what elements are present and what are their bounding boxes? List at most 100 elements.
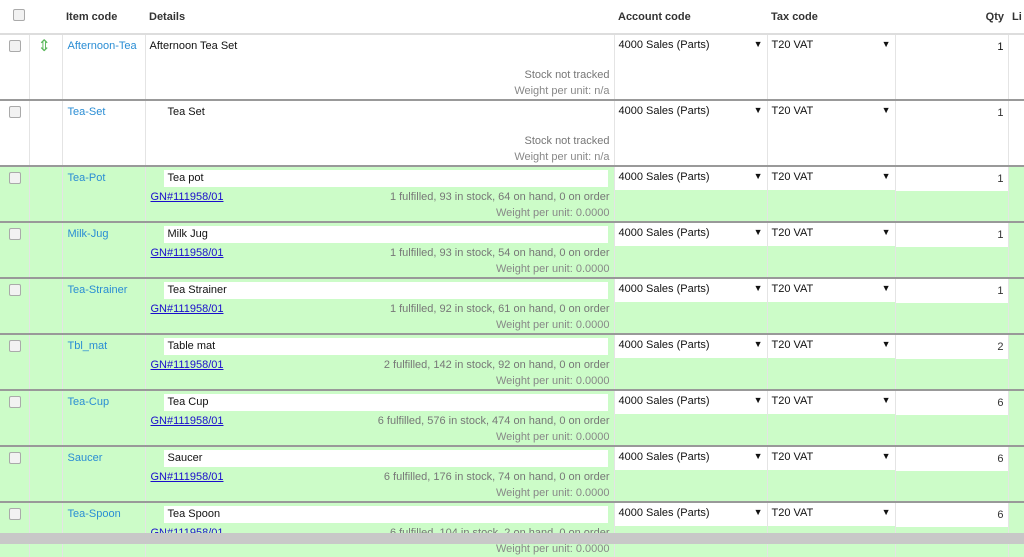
goods-note-link[interactable]: GN#111958/01 <box>150 303 224 315</box>
weight-per-unit: Weight per unit: 0.0000 <box>495 487 610 499</box>
caret-down-icon: ▼ <box>753 227 763 237</box>
account-code-select[interactable]: 4000 Sales (Parts) ▼ <box>614 101 767 124</box>
col-qty[interactable]: Qty <box>895 0 1008 35</box>
row-checkbox[interactable] <box>9 340 21 352</box>
row-checkbox[interactable] <box>9 284 21 296</box>
stock-status: 1 fulfilled, 93 in stock, 64 on hand, 0 … <box>389 191 610 203</box>
account-code-select[interactable]: 4000 Sales (Parts) ▼ <box>614 167 767 190</box>
caret-down-icon: ▼ <box>753 395 763 405</box>
table-row: Tea-Cup Tea Cup GN#111958/01 6 fulfilled,… <box>0 390 1024 446</box>
qty-field[interactable]: 2 <box>895 335 1008 359</box>
item-code-link[interactable]: Saucer <box>67 452 103 464</box>
tax-code-select[interactable]: T20 VAT ▼ <box>767 35 895 58</box>
row-checkbox[interactable] <box>9 452 21 464</box>
description-field[interactable]: Tea Cup <box>163 394 608 411</box>
tax-code-select[interactable]: T20 VAT ▼ <box>767 167 895 190</box>
col-item-code[interactable]: Item code <box>62 0 145 35</box>
stock-status: Stock not tracked <box>524 69 610 81</box>
item-code-link[interactable]: Tea-Pot <box>67 172 106 184</box>
caret-down-icon: ▼ <box>881 283 891 293</box>
goods-note-link[interactable]: GN#111958/01 <box>150 471 224 483</box>
account-code-select[interactable]: 4000 Sales (Parts) ▼ <box>614 279 767 302</box>
item-code-link[interactable]: Tbl_mat <box>67 340 108 352</box>
tax-code-select[interactable]: T20 VAT ▼ <box>767 447 895 470</box>
stock-status: Stock not tracked <box>524 135 610 147</box>
account-code-select[interactable]: 4000 Sales (Parts) ▼ <box>614 223 767 246</box>
qty-field[interactable]: 1 <box>895 223 1008 247</box>
stock-status: 6 fulfilled, 576 in stock, 474 on hand, … <box>377 415 610 427</box>
description-field[interactable]: Saucer <box>163 450 608 467</box>
description-field[interactable]: Tea pot <box>163 170 608 187</box>
weight-per-unit: Weight per unit: 0.0000 <box>495 375 610 387</box>
account-code-select[interactable]: 4000 Sales (Parts) ▼ <box>614 503 767 526</box>
qty-field[interactable]: 6 <box>895 503 1008 527</box>
col-list[interactable]: Li <box>1008 0 1024 35</box>
item-code-link[interactable]: Tea-Set <box>67 106 106 118</box>
table-row: Tea-Strainer Tea Strainer GN#111958/01 1 … <box>0 278 1024 334</box>
qty-field[interactable]: 1 <box>895 279 1008 303</box>
goods-note-link[interactable]: GN#111958/01 <box>150 415 224 427</box>
weight-per-unit: Weight per unit: 0.0000 <box>495 431 610 443</box>
goods-note-link[interactable]: GN#111958/01 <box>150 191 224 203</box>
item-code-link[interactable]: Milk-Jug <box>67 228 109 240</box>
row-checkbox[interactable] <box>9 172 21 184</box>
table-row: ⇕ Afternoon-Tea Afternoon Tea Set Stock … <box>0 34 1024 100</box>
col-details[interactable]: Details <box>145 0 614 35</box>
description-field[interactable]: Tea Spoon <box>163 506 608 523</box>
caret-down-icon: ▼ <box>753 39 763 49</box>
item-code-link[interactable]: Tea-Strainer <box>67 284 128 296</box>
select-all-header <box>0 0 29 35</box>
table-row: Tea-Spoon Tea Spoon GN#111958/016 fulfil… <box>0 502 1024 557</box>
caret-down-icon: ▼ <box>881 39 891 49</box>
qty-field[interactable]: 6 <box>895 447 1008 471</box>
weight-per-unit: Weight per unit: 0.0000 <box>495 207 610 219</box>
drag-handle-icon[interactable]: ⇕ <box>37 38 51 55</box>
description-field[interactable]: Afternoon Tea Set <box>149 40 238 52</box>
table-footer-bar <box>0 533 1024 544</box>
stock-status: 1 fulfilled, 92 in stock, 61 on hand, 0 … <box>389 303 610 315</box>
table-row: Saucer Saucer GN#111958/01 6 fulfilled, 1… <box>0 446 1024 502</box>
caret-down-icon: ▼ <box>753 105 763 115</box>
description-field[interactable]: Milk Jug <box>163 226 608 243</box>
col-tax-code[interactable]: Tax code <box>767 0 895 35</box>
account-code-select[interactable]: 4000 Sales (Parts) ▼ <box>614 391 767 414</box>
tax-code-select[interactable]: T20 VAT ▼ <box>767 391 895 414</box>
qty-field[interactable]: 1 <box>895 101 1008 125</box>
row-checkbox[interactable] <box>9 106 21 118</box>
goods-note-link[interactable]: GN#111958/01 <box>150 247 224 259</box>
select-all-checkbox[interactable] <box>13 9 25 21</box>
tax-code-select[interactable]: T20 VAT ▼ <box>767 279 895 302</box>
description-field[interactable]: Table mat <box>163 338 608 355</box>
account-code-select[interactable]: 4000 Sales (Parts) ▼ <box>614 335 767 358</box>
weight-per-unit: Weight per unit: n/a <box>514 151 610 163</box>
tax-code-select[interactable]: T20 VAT ▼ <box>767 101 895 124</box>
item-code-link[interactable]: Tea-Spoon <box>67 508 121 520</box>
item-code-link[interactable]: Tea-Cup <box>67 396 110 408</box>
row-checkbox[interactable] <box>9 396 21 408</box>
account-code-select[interactable]: 4000 Sales (Parts) ▼ <box>614 447 767 470</box>
qty-field[interactable]: 1 <box>895 167 1008 191</box>
stock-status: 6 fulfilled, 176 in stock, 74 on hand, 0… <box>383 471 610 483</box>
goods-note-link[interactable]: GN#111958/01 <box>150 359 224 371</box>
row-checkbox[interactable] <box>9 228 21 240</box>
description-field[interactable]: Tea Strainer <box>163 282 608 299</box>
row-checkbox[interactable] <box>9 40 21 52</box>
caret-down-icon: ▼ <box>753 507 763 517</box>
item-code-link[interactable]: Afternoon-Tea <box>67 40 137 52</box>
table-row: Milk-Jug Milk Jug GN#111958/01 1 fulfille… <box>0 222 1024 278</box>
tax-code-select[interactable]: T20 VAT ▼ <box>767 223 895 246</box>
account-code-select[interactable]: 4000 Sales (Parts) ▼ <box>614 35 767 58</box>
caret-down-icon: ▼ <box>881 171 891 181</box>
tax-code-select[interactable]: T20 VAT ▼ <box>767 503 895 526</box>
qty-field[interactable]: 1 <box>895 35 1008 59</box>
description-field[interactable]: Tea Set <box>163 104 608 121</box>
col-account-code[interactable]: Account code <box>614 0 767 35</box>
qty-field[interactable]: 6 <box>895 391 1008 415</box>
row-checkbox[interactable] <box>9 508 21 520</box>
caret-down-icon: ▼ <box>881 105 891 115</box>
caret-down-icon: ▼ <box>753 283 763 293</box>
weight-per-unit: Weight per unit: 0.0000 <box>495 319 610 331</box>
tax-code-select[interactable]: T20 VAT ▼ <box>767 335 895 358</box>
caret-down-icon: ▼ <box>753 171 763 181</box>
caret-down-icon: ▼ <box>881 339 891 349</box>
